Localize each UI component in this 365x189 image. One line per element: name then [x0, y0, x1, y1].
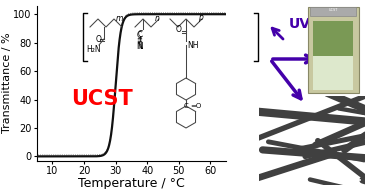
- Text: NH: NH: [187, 41, 199, 50]
- Text: O: O: [95, 35, 101, 43]
- Text: C: C: [137, 31, 142, 40]
- Text: UCST: UCST: [71, 89, 133, 109]
- Text: ≡: ≡: [136, 37, 142, 43]
- Text: O: O: [175, 25, 181, 33]
- Bar: [313, 21, 353, 56]
- Text: =O: =O: [190, 103, 201, 109]
- Text: 5 μm: 5 μm: [344, 172, 355, 176]
- Text: n: n: [155, 14, 160, 23]
- Text: UCST: UCST: [328, 8, 338, 12]
- Bar: [313, 56, 353, 90]
- Text: UV: UV: [289, 17, 311, 31]
- Text: m: m: [116, 14, 123, 23]
- Text: p: p: [198, 13, 203, 22]
- Text: N: N: [137, 42, 143, 51]
- Y-axis label: Transmittance / %: Transmittance / %: [2, 33, 12, 133]
- Text: C: C: [184, 103, 188, 109]
- Bar: [310, 7, 356, 16]
- Text: N: N: [136, 42, 142, 51]
- Text: H₂N: H₂N: [87, 45, 101, 54]
- X-axis label: Temperature / °C: Temperature / °C: [78, 177, 185, 189]
- Text: C: C: [137, 30, 143, 39]
